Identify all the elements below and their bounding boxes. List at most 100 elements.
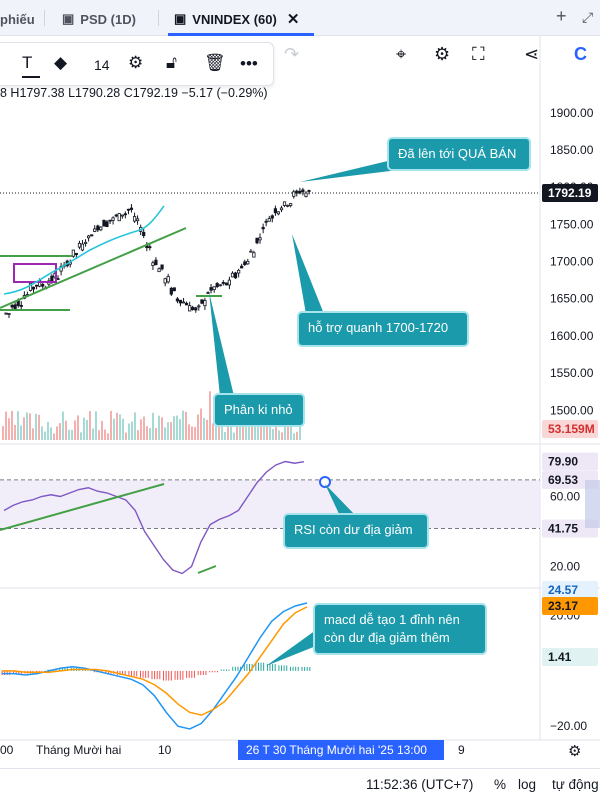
candle-body bbox=[50, 275, 54, 283]
text-tool-icon[interactable]: T bbox=[22, 53, 33, 72]
settings-icon[interactable]: ⚙ bbox=[128, 53, 144, 72]
close-icon[interactable]: ✕ bbox=[286, 11, 300, 28]
volume-bar bbox=[5, 411, 7, 440]
volume-bar bbox=[182, 410, 184, 440]
volume-bar bbox=[125, 432, 127, 440]
volume-bar bbox=[17, 411, 19, 440]
candle-body bbox=[237, 269, 241, 274]
volume-bar bbox=[188, 424, 190, 440]
volume-bar bbox=[56, 426, 58, 440]
rsi-tick-label: 20.00 bbox=[550, 560, 580, 574]
candle-body bbox=[181, 301, 186, 304]
volume-bar bbox=[155, 428, 157, 440]
candle-body bbox=[178, 299, 183, 304]
candle-body bbox=[286, 204, 290, 207]
volume-bar bbox=[140, 419, 142, 440]
moving-average-line bbox=[3, 205, 165, 295]
time-tick-label: 9 bbox=[458, 743, 465, 757]
volume-bar bbox=[128, 423, 130, 440]
last-price-label-bg bbox=[542, 184, 598, 203]
tab-phieu[interactable]: phiếu bbox=[0, 11, 35, 27]
candle-body bbox=[154, 259, 158, 266]
percent-toggle[interactable]: % bbox=[494, 777, 507, 792]
volume-bar bbox=[248, 417, 250, 440]
macd-value-label-bg bbox=[542, 581, 598, 599]
volume-bar bbox=[149, 428, 151, 440]
price-tick-label: 1900.00 bbox=[550, 106, 594, 120]
volume-bar bbox=[47, 421, 49, 440]
price-tick-label: 1600.00 bbox=[550, 329, 594, 343]
snapshot-icon[interactable]: ⌖ bbox=[396, 44, 407, 64]
tab-bar: phiếu ▣ PSD (1D) ▣ VNINDEX (60) ✕ + ⤢ bbox=[0, 0, 600, 36]
volume-bar bbox=[11, 410, 13, 440]
volume-bar bbox=[278, 430, 280, 440]
candle-body bbox=[264, 220, 268, 223]
volume-bar bbox=[92, 428, 94, 440]
crosshair-time-bg bbox=[238, 740, 444, 760]
expand-icon[interactable]: ⤢ bbox=[582, 9, 594, 25]
histogram-value-label: 1.41 bbox=[548, 650, 572, 664]
rsi-callout-tail bbox=[325, 484, 356, 516]
volume-bar bbox=[284, 415, 286, 440]
redo-icon[interactable]: ↷ bbox=[284, 44, 300, 64]
candle-body bbox=[240, 265, 244, 269]
volume-bar bbox=[95, 411, 97, 440]
volume-bar bbox=[296, 431, 298, 440]
log-toggle[interactable]: log bbox=[518, 777, 537, 792]
volume-bar bbox=[191, 426, 193, 440]
paint-bucket-icon[interactable]: ◆ bbox=[54, 53, 68, 72]
candle-body bbox=[108, 219, 112, 222]
candle-body bbox=[261, 226, 265, 230]
uptrend-line bbox=[0, 227, 187, 309]
auto-toggle[interactable]: tự động bbox=[552, 777, 599, 792]
volume-bar bbox=[89, 411, 91, 440]
volume-bar bbox=[263, 420, 265, 440]
volume-bar bbox=[245, 419, 247, 440]
volume-bar bbox=[200, 408, 202, 440]
lock-icon[interactable]: 🔓︎ bbox=[166, 53, 178, 72]
candle-body bbox=[114, 214, 118, 217]
tab-psd[interactable]: ▣ PSD (1D) bbox=[62, 11, 136, 27]
candle-body bbox=[301, 189, 305, 192]
font-size-value[interactable]: 14 bbox=[94, 57, 110, 73]
candle-body bbox=[148, 246, 152, 249]
candle-body bbox=[267, 218, 271, 222]
volume-bar bbox=[239, 416, 241, 440]
share-icon[interactable]: ⋖ bbox=[524, 44, 540, 64]
text-color-bar bbox=[22, 76, 40, 78]
trash-icon[interactable]: 🗑︎ bbox=[204, 53, 226, 72]
candle-body bbox=[175, 298, 180, 302]
active-tab-indicator bbox=[168, 33, 314, 36]
support-callout-tail bbox=[292, 234, 324, 314]
ohlc-legend: 8 H1797.38 L1790.28 C1792.19 −5.17 (−0.2… bbox=[0, 86, 268, 100]
candle-body bbox=[184, 302, 189, 306]
rsi-divergence-line bbox=[197, 565, 217, 574]
logo-icon[interactable]: C bbox=[574, 44, 587, 64]
volume-bar bbox=[131, 421, 133, 440]
candle-body bbox=[105, 221, 109, 227]
price-tick-label: 1850.00 bbox=[550, 143, 594, 157]
volume-bar bbox=[293, 433, 295, 440]
rsi-pane: 60.00 20.00 bbox=[0, 443, 600, 575]
gear-icon[interactable]: ⚙ bbox=[434, 44, 451, 64]
volume-bar bbox=[230, 424, 232, 440]
signal-line bbox=[2, 606, 308, 716]
rsi-value-label: 79.90 bbox=[548, 455, 578, 469]
tab-vnindex[interactable]: ▣ VNINDEX (60) ✕ bbox=[174, 11, 300, 28]
price-gridlines bbox=[0, 36, 541, 740]
volume-value-label: 53.159M bbox=[548, 422, 595, 436]
volume-bar bbox=[134, 412, 136, 440]
add-tab-icon[interactable]: + bbox=[556, 6, 567, 26]
candle-body bbox=[120, 214, 124, 217]
support-callout-text: hỗ trợ quanh 1700-1720 bbox=[308, 320, 448, 335]
candle-body bbox=[160, 264, 164, 270]
drawing-anchor-handle bbox=[319, 476, 331, 488]
time-axis: 00 Tháng Mười hai 10 9 26 T 30 Tháng Mười ha… bbox=[0, 739, 600, 760]
time-tick-label: 00 bbox=[0, 743, 14, 757]
volume-bar bbox=[221, 423, 223, 440]
fullscreen-icon[interactable]: ⛶ bbox=[472, 44, 485, 64]
volume-bar bbox=[74, 420, 76, 440]
candle-body bbox=[188, 305, 192, 312]
more-icon[interactable]: ••• bbox=[240, 54, 258, 73]
